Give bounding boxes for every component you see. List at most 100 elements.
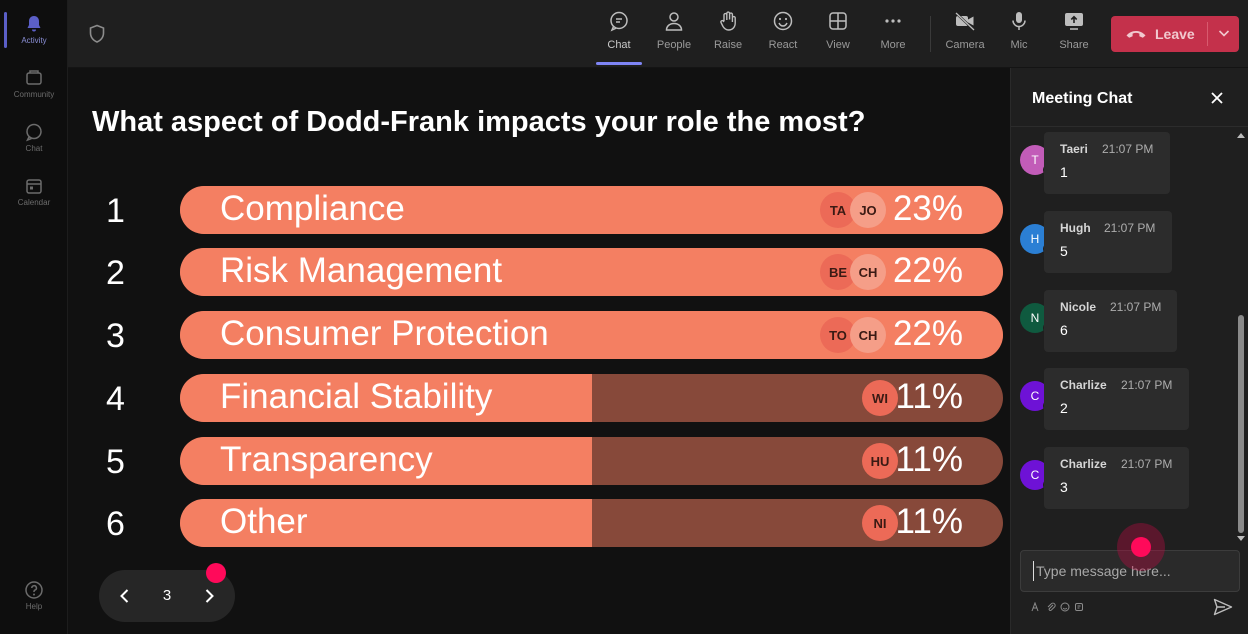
option-percent: 22% (892, 251, 963, 290)
voter-avatar[interactable]: BE (820, 254, 856, 290)
voter-avatar[interactable]: NI (862, 505, 898, 541)
message-text: 5 (1060, 243, 1068, 259)
rail-label: Calendar (17, 198, 51, 207)
scroll-up-arrow-icon[interactable] (1237, 132, 1245, 140)
attach-icon[interactable] (1046, 602, 1056, 612)
message-bubble: Hugh 21:07 PM 5 (1044, 211, 1172, 273)
leave-button[interactable]: Leave (1111, 16, 1239, 52)
option-label: Risk Management (220, 251, 503, 290)
bell-icon (27, 16, 41, 32)
poll-option-row: 5 Transparency HU 11% (68, 437, 1010, 485)
more-label: More (880, 39, 906, 51)
chat-icon (25, 123, 42, 142)
mic-button[interactable]: Mic (994, 10, 1044, 62)
voter-avatar[interactable]: WI (862, 380, 898, 416)
view-label: View (826, 39, 850, 51)
option-percent: 11% (895, 440, 963, 479)
chat-button[interactable]: Chat (594, 10, 644, 65)
scroll-down-arrow-icon[interactable] (1237, 534, 1245, 542)
rail-item-help[interactable]: Help (0, 570, 68, 622)
chevron-down-icon[interactable] (1217, 26, 1231, 40)
option-label: Compliance (220, 189, 405, 228)
scrollbar-thumb[interactable] (1238, 315, 1244, 533)
poll-option-row: 1 Compliance TA JO 23% (68, 186, 1010, 234)
camera-label: Camera (945, 39, 985, 51)
poll-result-bar[interactable]: Risk Management BE CH 22% (180, 248, 1003, 296)
close-icon[interactable] (1209, 90, 1225, 106)
rail-item-calendar[interactable]: Calendar (0, 166, 68, 218)
format-icon[interactable] (1031, 602, 1041, 612)
chat-header-divider (1011, 126, 1248, 127)
chat-message[interactable]: N Nicole 21:07 PM 6 (1011, 290, 1231, 354)
rail-item-community[interactable]: Community (0, 58, 68, 110)
view-button[interactable]: View (813, 10, 863, 62)
page-number: 3 (162, 587, 172, 604)
send-icon[interactable] (1213, 598, 1233, 616)
chat-panel-title: Meeting Chat (1032, 90, 1133, 107)
meeting-chat-panel: Meeting Chat T Taeri 21:07 PM 1 H Hugh 21:07 P… (1010, 68, 1248, 634)
message-timestamp: 21:07 PM (1121, 457, 1173, 471)
voter-avatar[interactable]: HU (862, 443, 898, 479)
share-button[interactable]: Share (1049, 10, 1099, 62)
calendar-icon (26, 179, 42, 194)
poll-result-fill (180, 374, 592, 422)
option-number: 1 (106, 192, 125, 230)
chevron-left-icon[interactable] (115, 586, 135, 606)
raise-hand-button[interactable]: Raise (703, 10, 753, 62)
chat-message[interactable]: C Charlize 21:07 PM 2 (1011, 368, 1231, 432)
voter-avatar[interactable]: CH (850, 317, 886, 353)
mic-label: Mic (1010, 39, 1028, 51)
chat-scrollbar[interactable] (1235, 130, 1247, 544)
sticker-icon[interactable] (1074, 602, 1084, 612)
message-sender: Nicole (1060, 300, 1097, 314)
poll-stage: What aspect of Dodd-Frank impacts your r… (68, 68, 1010, 634)
voter-avatar[interactable]: CH (850, 254, 886, 290)
more-button[interactable]: More (868, 10, 918, 62)
leave-label: Leave (1155, 26, 1195, 42)
chat-message[interactable]: C Charlize 21:07 PM 3 (1011, 447, 1231, 511)
message-text: 1 (1060, 164, 1068, 180)
mic-icon (1012, 12, 1026, 30)
react-label: React (768, 39, 798, 51)
chat-label: Chat (607, 39, 631, 51)
chat-message[interactable]: H Hugh 21:07 PM 5 (1011, 211, 1231, 275)
poll-result-bar[interactable]: Transparency HU 11% (180, 437, 1003, 485)
message-bubble: Nicole 21:07 PM 6 (1044, 290, 1177, 352)
poll-result-fill (180, 437, 592, 485)
people-button[interactable]: People (649, 10, 699, 62)
react-button[interactable]: React (758, 10, 808, 62)
option-percent: 11% (895, 377, 963, 416)
share-label: Share (1059, 39, 1089, 51)
rail-item-chat[interactable]: Chat (0, 112, 68, 164)
smiley-icon (773, 11, 793, 31)
leave-split-divider (1207, 22, 1208, 46)
poll-option-row: 4 Financial Stability WI 11% (68, 374, 1010, 422)
emoji-icon[interactable] (1060, 602, 1070, 612)
poll-result-bar[interactable]: Financial Stability WI 11% (180, 374, 1003, 422)
message-sender: Taeri (1060, 142, 1088, 156)
camera-button[interactable]: Camera (940, 10, 990, 62)
poll-result-bar[interactable]: Consumer Protection TO CH 22% (180, 311, 1003, 359)
poll-result-bar[interactable]: Compliance TA JO 23% (180, 186, 1003, 234)
chat-message[interactable]: T Taeri 21:07 PM 1 (1011, 132, 1231, 196)
message-bubble: Charlize 21:07 PM 3 (1044, 447, 1189, 509)
raise-label: Raise (713, 39, 743, 51)
rail-item-activity[interactable]: Activity (0, 4, 68, 56)
voter-avatar[interactable]: JO (850, 192, 886, 228)
option-number: 5 (106, 443, 125, 481)
people-icon (665, 12, 683, 31)
option-number: 3 (106, 317, 125, 355)
option-percent: 22% (892, 314, 963, 353)
chevron-right-icon[interactable] (199, 586, 219, 606)
poll-result-bar[interactable]: Other NI 11% (180, 499, 1003, 547)
raise-hand-icon (720, 11, 736, 31)
message-text: 6 (1060, 322, 1068, 338)
camera-off-icon (955, 12, 975, 31)
pointer-click-indicator (1117, 523, 1165, 571)
meeting-toolbar: Chat People Raise React View More Camera (68, 0, 1248, 68)
message-input[interactable] (1033, 561, 1223, 581)
option-label: Consumer Protection (220, 314, 549, 353)
shield-icon[interactable] (88, 24, 106, 44)
rail-label: Community (13, 90, 55, 99)
message-bubble: Charlize 21:07 PM 2 (1044, 368, 1189, 430)
